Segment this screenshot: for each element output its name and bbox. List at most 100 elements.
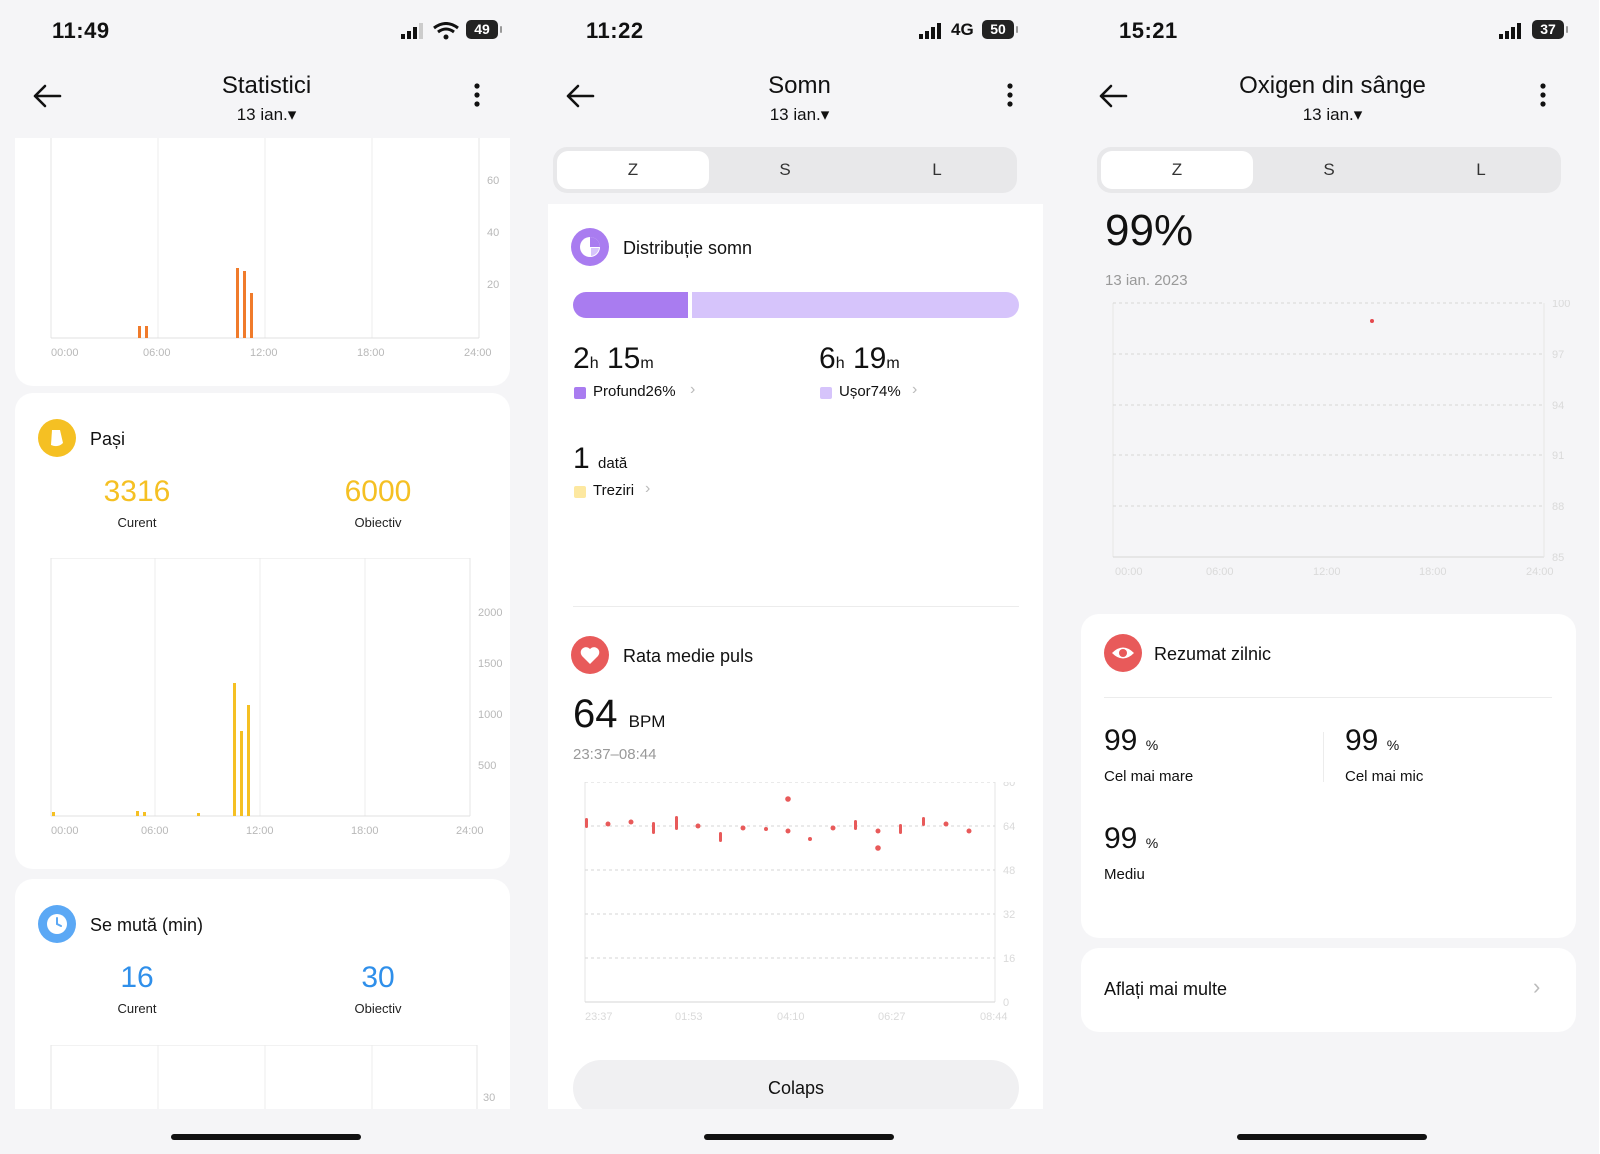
chevron-right-icon[interactable]: › (912, 381, 918, 398)
data-point (785, 796, 791, 802)
collapse-button[interactable]: Colaps (573, 1060, 1019, 1116)
wake-count: 1 dată (573, 442, 627, 476)
sleep-distribution-bar (573, 292, 1019, 318)
y-tick: 80 (1003, 782, 1015, 789)
back-arrow-icon[interactable] (32, 82, 62, 110)
max-number: 99 (1104, 724, 1138, 757)
unit-h: h (589, 355, 599, 372)
light-sleep-segment (692, 292, 1019, 318)
chevron-right-icon[interactable]: › (690, 381, 696, 398)
tab-week[interactable]: S (779, 160, 791, 179)
light-minutes: 19 (852, 342, 887, 375)
move-chart: 30 (50, 1045, 495, 1115)
bar (247, 705, 250, 816)
data-point (1370, 319, 1374, 323)
more-vertical-icon[interactable] (1006, 82, 1014, 108)
avg-label: Mediu (1104, 866, 1145, 883)
divider (573, 606, 1019, 607)
heart-rate-points (585, 796, 972, 851)
data-point (628, 819, 634, 825)
x-tick: 06:00 (1206, 566, 1234, 578)
signal-icon (401, 23, 423, 39)
deep-sleep-duration: 2h 15m (573, 342, 654, 376)
signal-icon (919, 23, 941, 39)
x-tick: 18:00 (351, 825, 379, 837)
bar (145, 326, 148, 338)
bar (138, 326, 141, 338)
eye-icon (1104, 634, 1142, 672)
bar (143, 812, 146, 816)
x-tick: 24:00 (456, 825, 484, 837)
back-arrow-icon[interactable] (1098, 82, 1128, 110)
x-tick: 04:10 (777, 1011, 805, 1023)
y-tick: 16 (1003, 953, 1015, 965)
wake-label[interactable]: Treziri (593, 482, 635, 499)
y-tick: 64 (1003, 821, 1015, 833)
data-point (652, 822, 655, 834)
screen-blood-oxygen: 15:21 37 Oxigen din sânge 13 ian.▾ Z S L… (1066, 0, 1599, 1154)
move-current-value: 16 (120, 961, 154, 994)
home-indicator[interactable] (704, 1134, 894, 1140)
y-tick: 1000 (478, 709, 502, 721)
deep-sleep-segment (573, 292, 688, 318)
chevron-right-icon[interactable]: › (1533, 974, 1541, 999)
move-goal-label: Obiectiv (354, 1001, 402, 1016)
date-selector[interactable]: 13 ian.▾ (236, 105, 297, 124)
y-tick: 500 (478, 760, 496, 772)
daily-summary-card: Rezumat zilnic 99 % Cel mai mare 99 % Ce… (1081, 614, 1576, 938)
y-tick: 100 (1552, 300, 1570, 310)
wake-unit: dată (598, 455, 628, 472)
screen-sleep: 11:22 4G 50 Somn 13 ian.▾ Z S L Distribu… (533, 0, 1066, 1154)
tab-day[interactable]: Z (557, 151, 709, 189)
y-tick: 30 (483, 1092, 495, 1104)
date-selector[interactable]: 13 ian.▾ (769, 105, 830, 124)
status-time: 15:21 (1119, 18, 1178, 43)
y-tick: 97 (1552, 349, 1564, 361)
chevron-right-icon[interactable]: › (645, 480, 651, 497)
tab-day[interactable]: Z (1101, 151, 1253, 189)
y-tick: 40 (487, 227, 499, 239)
steps-goal-label: Obiectiv (354, 515, 402, 530)
learn-more-label[interactable]: Aflați mai multe (1104, 979, 1228, 999)
y-tick: 91 (1552, 450, 1564, 462)
heart-rate-title: Rata medie puls (623, 646, 754, 666)
data-point (966, 828, 972, 834)
battery-icon: 50 (982, 20, 1018, 39)
learn-more-card[interactable]: Aflați mai multe › (1081, 948, 1576, 1032)
x-tick: 24:00 (1526, 566, 1554, 578)
more-vertical-icon[interactable] (473, 82, 481, 108)
max-value: 99 % (1104, 724, 1158, 758)
home-indicator[interactable] (1237, 1134, 1427, 1140)
period-tabs: Z S L (1097, 147, 1561, 193)
divider (1323, 732, 1324, 782)
x-tick: 06:27 (878, 1011, 906, 1023)
back-arrow-icon[interactable] (565, 82, 595, 110)
bar (236, 268, 239, 338)
tab-month[interactable]: L (1476, 160, 1486, 179)
light-hours: 6 (819, 342, 836, 375)
deep-minutes: 15 (606, 342, 641, 375)
more-vertical-icon[interactable] (1539, 82, 1547, 108)
page-title: Statistici (221, 72, 312, 99)
steps-chart: 2000 1500 1000 500 00:00 06:00 12:00 18:… (50, 558, 502, 837)
move-goal-value: 30 (361, 961, 395, 994)
steps-icon (38, 419, 76, 457)
bar (233, 683, 236, 816)
y-tick: 32 (1003, 909, 1015, 921)
tab-month[interactable]: L (932, 160, 942, 179)
light-sleep-label[interactable]: Ușor74% (839, 383, 901, 400)
date-selector[interactable]: 13 ian.▾ (1302, 105, 1363, 124)
data-point (922, 817, 925, 826)
tab-week[interactable]: S (1323, 160, 1335, 179)
y-tick: 60 (487, 175, 499, 187)
data-point (695, 823, 701, 829)
deep-sleep-label[interactable]: Profund26% (593, 383, 676, 400)
period-tabs: Z S L (553, 147, 1017, 193)
light-sleep-duration: 6h 19m (819, 342, 900, 376)
steps-current-value: 3316 (103, 475, 171, 508)
bpm-unit: BPM (628, 712, 666, 731)
data-point (785, 828, 791, 834)
status-time: 11:22 (586, 18, 644, 43)
home-indicator[interactable] (171, 1134, 361, 1140)
y-tick: 88 (1552, 501, 1564, 513)
